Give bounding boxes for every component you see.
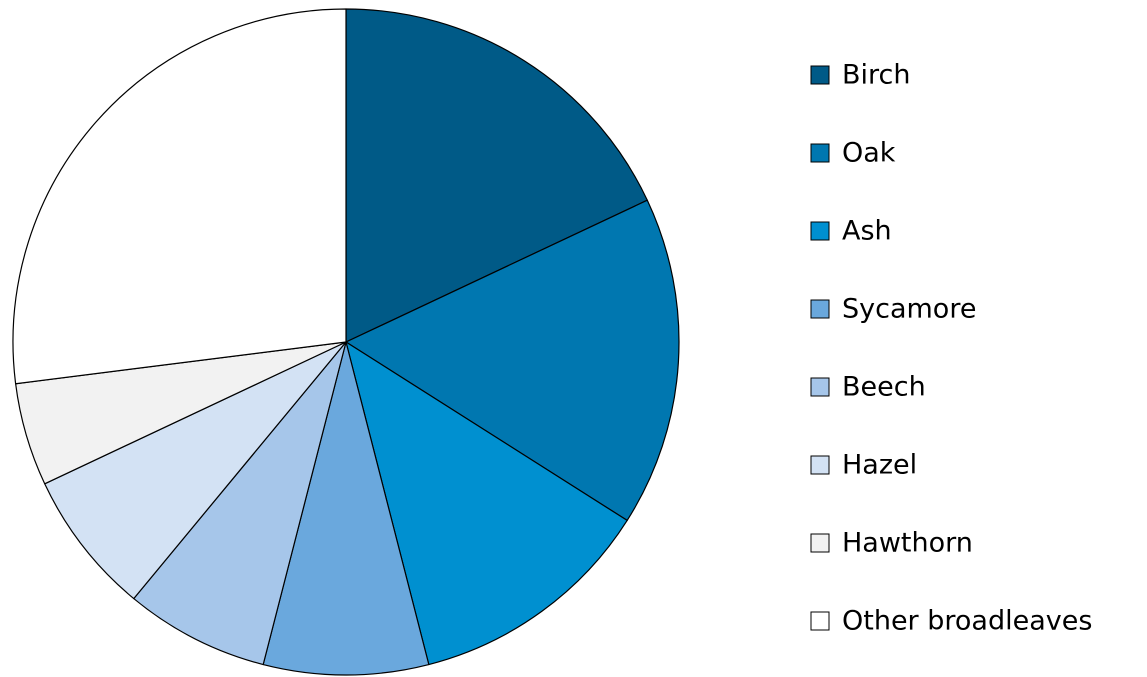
legend-swatch	[810, 221, 830, 241]
pie-slice	[12, 8, 347, 385]
legend-label: Hawthorn	[842, 528, 973, 559]
legend-swatch	[810, 299, 830, 319]
pie-slice	[262, 341, 430, 676]
legend-label: Birch	[842, 60, 911, 91]
pie-slice	[133, 341, 347, 666]
legend-label: Ash	[842, 216, 892, 247]
pie-slice	[345, 8, 648, 343]
legend-label: Hazel	[842, 450, 917, 481]
legend-swatch	[810, 377, 830, 397]
legend-swatch	[810, 455, 830, 475]
legend-label: Sycamore	[842, 294, 976, 325]
legend-swatch	[810, 611, 830, 631]
legend-swatch	[810, 533, 830, 553]
legend-swatch	[810, 143, 830, 163]
legend-label: Beech	[842, 372, 926, 403]
legend-swatch	[810, 65, 830, 85]
legend: Birch Oak Ash Sycamore Beech Hazel Hawthorn Oth…	[810, 60, 1092, 637]
legend-label: Other broadleaves	[842, 606, 1092, 637]
pie-slice	[44, 341, 347, 600]
legend-label: Oak	[842, 138, 896, 169]
pie-slice	[345, 199, 680, 522]
pie-slice	[345, 341, 628, 666]
pie	[12, 8, 680, 676]
